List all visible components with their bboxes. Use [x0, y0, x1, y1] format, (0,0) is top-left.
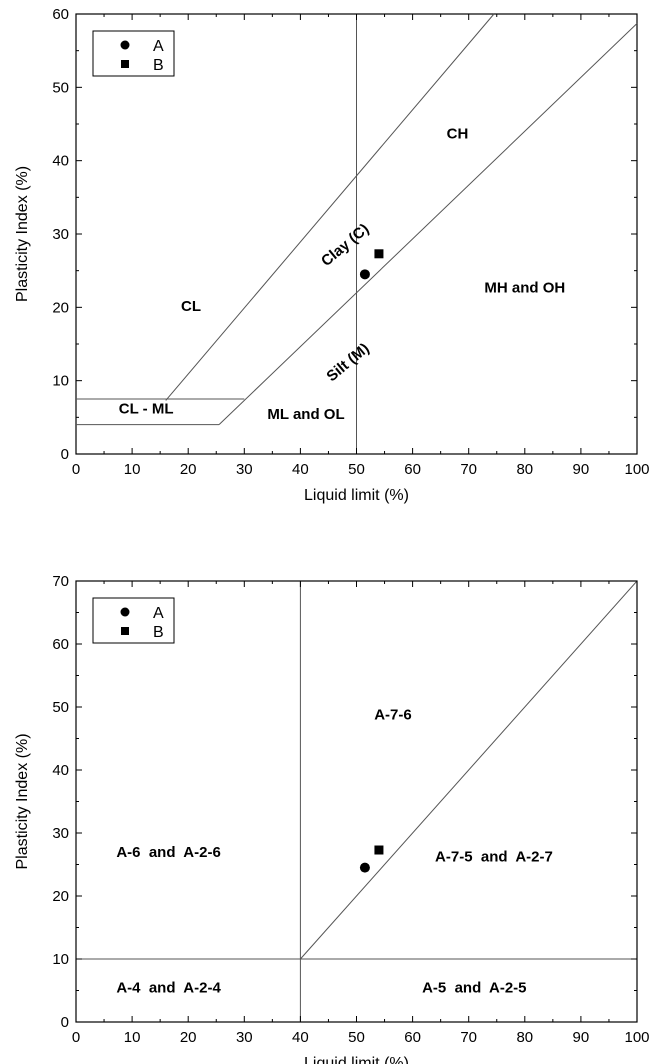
chart-1: 0 10 20 30 40 50 60 70 80 90 100 0 10 20 30 40 50 60 Liqui… — [14, 6, 650, 504]
x-tick-label: 60 — [404, 461, 421, 478]
x-axis-label: Liquid limit (%) — [304, 1055, 409, 1064]
legend-label: B — [153, 57, 164, 74]
region-label: Clay (C) — [318, 220, 372, 269]
x-tick-label: 80 — [516, 461, 533, 478]
region-label: MH and OH — [484, 280, 565, 297]
x-tick-label: 10 — [124, 461, 141, 478]
x-tick-label: 70 — [460, 461, 477, 478]
x-tick-label: 20 — [180, 461, 197, 478]
region-label: A-5 and A-2-5 — [422, 979, 526, 996]
y-tick-label: 30 — [52, 825, 69, 842]
legend-marker-circle — [120, 40, 130, 50]
x-tick-label: 10 — [124, 1029, 141, 1046]
y-tick-label: 60 — [52, 636, 69, 653]
region-label: CL — [181, 298, 201, 315]
x-tick-label: 0 — [72, 461, 80, 478]
x-tick-label: 20 — [180, 1029, 197, 1046]
region-label: ML and OL — [267, 406, 344, 423]
legend-marker-square — [121, 627, 129, 635]
legend-label: B — [153, 624, 164, 641]
y-tick-label: 20 — [52, 299, 69, 316]
region-label: CH — [447, 126, 469, 143]
x-tick-label: 50 — [348, 461, 365, 478]
data-point-b — [374, 845, 384, 855]
x-tick-label: 80 — [516, 1029, 533, 1046]
x-tick-label: 30 — [236, 1029, 253, 1046]
chart-2: 0 10 20 30 40 50 60 70 80 90 100 0 10 20 30 40 50 60 70 Liq… — [14, 573, 650, 1064]
y-tick-label: 70 — [52, 573, 69, 590]
y-tick-label: 60 — [52, 6, 69, 23]
x-tick-label: 40 — [292, 461, 309, 478]
x-tick-label: 100 — [624, 461, 649, 478]
legend-label: A — [153, 38, 164, 55]
region-label: A-6 and A-2-6 — [116, 844, 220, 861]
boundary-line — [165, 13, 495, 401]
y-tick-label: 40 — [52, 153, 69, 170]
y-tick-label: 20 — [52, 888, 69, 905]
y-tick-label: 0 — [61, 446, 69, 463]
x-tick-label: 100 — [624, 1029, 649, 1046]
x-tick-label: 0 — [72, 1029, 80, 1046]
x-tick-label: 70 — [460, 1029, 477, 1046]
y-tick-label: 10 — [52, 373, 69, 390]
data-point-a — [359, 862, 370, 873]
legend-label: A — [153, 605, 164, 622]
x-tick-label: 90 — [573, 1029, 590, 1046]
region-label: Silt (M) — [323, 340, 372, 385]
y-tick-label: 50 — [52, 79, 69, 96]
y-tick-label: 50 — [52, 699, 69, 716]
x-axis-label: Liquid limit (%) — [304, 487, 409, 504]
y-tick-label: 30 — [52, 226, 69, 243]
boundary-line — [300, 580, 638, 960]
data-point-a — [359, 269, 370, 280]
legend-box — [92, 30, 175, 77]
x-tick-label: 40 — [292, 1029, 309, 1046]
y-axis-label: Plasticity Index (%) — [14, 733, 31, 869]
x-tick-label: 50 — [348, 1029, 365, 1046]
legend-marker-square — [121, 60, 129, 68]
boundary-line — [218, 23, 638, 426]
legend-box — [92, 597, 175, 644]
x-tick-label: 90 — [573, 461, 590, 478]
plot-frame — [75, 580, 638, 1023]
region-label: A-4 and A-2-4 — [116, 979, 221, 996]
y-tick-label: 0 — [61, 1014, 69, 1031]
region-label: CL - ML — [119, 401, 174, 418]
y-tick-label: 40 — [52, 762, 69, 779]
region-label: A-7-5 and A-2-7 — [435, 848, 553, 865]
x-tick-label: 30 — [236, 461, 253, 478]
region-label: A-7-6 — [374, 707, 412, 724]
x-tick-label: 60 — [404, 1029, 421, 1046]
y-tick-label: 10 — [52, 951, 69, 968]
legend-marker-circle — [120, 607, 130, 617]
y-axis-label: Plasticity Index (%) — [14, 166, 31, 302]
data-point-b — [374, 249, 384, 259]
